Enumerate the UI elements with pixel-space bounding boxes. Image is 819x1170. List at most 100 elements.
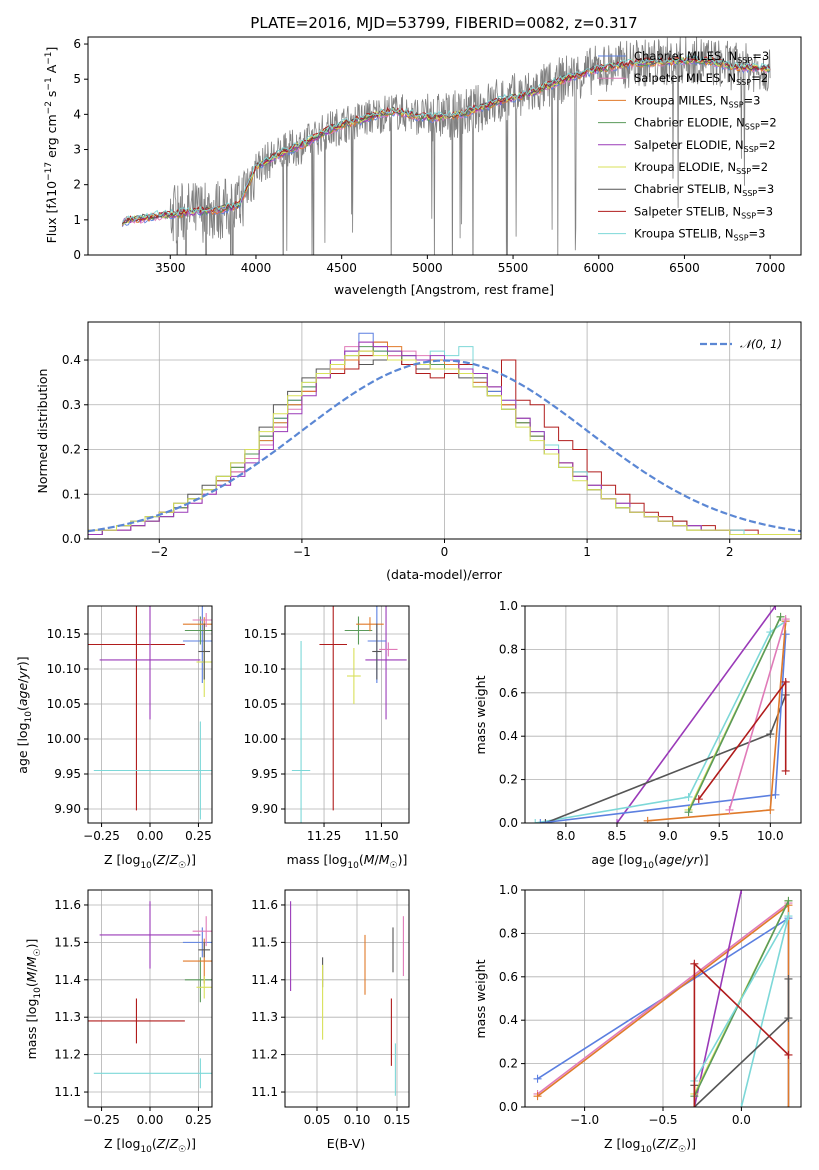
age_vs_mass-ytick-label: 10.05	[244, 697, 278, 711]
massweight-marker	[784, 896, 793, 905]
age_vs_Z-marks	[88, 606, 212, 820]
mass_vs_Z-ytick-label: 11.5	[54, 935, 81, 949]
massweight_vs_age-xtick-label: 9.5	[710, 829, 729, 843]
mass_vs_Z-xtick-label: 0.25	[185, 1113, 212, 1127]
massweight_vs_age-grid	[525, 605, 801, 824]
massweight-marker	[771, 790, 780, 799]
massweight-line	[687, 616, 782, 813]
massweight_vs_Z-xtick-label: 0.0	[732, 1113, 751, 1127]
mass_vs_ebv-ytick-label: 11.3	[251, 1010, 278, 1024]
massweight-marker	[536, 819, 545, 823]
age_vs_Z-ytick-label: 10.15	[47, 627, 81, 641]
spectrum-xtick-label: 3500	[155, 261, 186, 275]
spectrum-xtick-label: 4500	[326, 261, 357, 275]
massweight_vs_age-frame	[524, 605, 802, 824]
mw-z-xlabel: Z [log10(Z/Z☉)]	[604, 1136, 696, 1155]
massweight_vs_Z-ytick-label: 0.4	[499, 1013, 518, 1027]
massweight-marker	[533, 1092, 542, 1101]
age-z-ylabel: age [log10(age/yr)]	[15, 656, 34, 773]
massweight-marker	[781, 615, 790, 624]
mass_vs_ebv-ytick-label: 11.1	[251, 1085, 278, 1099]
residuals-ytick-label: 0.2	[62, 443, 81, 457]
massweight_vs_Z-ytick-label: 0.0	[499, 1100, 518, 1114]
massweight-marker	[737, 890, 746, 894]
spectrum-xtick-label: 5500	[498, 261, 529, 275]
mass_vs_Z-grid	[88, 890, 212, 1107]
massweight-vs-z-panel: Z [log10(Z/Z☉)] mass weight −1.0 −0.5 0.0 0…	[473, 883, 802, 1155]
massweight-marker	[784, 1014, 793, 1023]
age_vs_Z-xtick-label: −0.25	[83, 829, 120, 843]
massweight_vs_Z-frame	[524, 889, 802, 1108]
massweight_vs_age-marks	[531, 606, 790, 823]
massweight-marker	[784, 912, 793, 921]
massweight_vs_age-ytick-label: 1.0	[499, 599, 518, 613]
residuals-xtick-label: 2	[726, 545, 734, 559]
mass_vs_ebv-frame	[284, 889, 410, 1108]
spectrum-ytick-label: 1	[73, 213, 81, 227]
spectrum-ytick-label: 4	[73, 107, 81, 121]
age_vs_mass-ytick-label: 9.90	[251, 802, 278, 816]
residuals-ytick-label: 0.1	[62, 487, 81, 501]
massweight-marker	[684, 808, 693, 817]
age_vs_Z-ytick-label: 9.90	[54, 802, 81, 816]
residuals-xtick-label: −2	[150, 545, 168, 559]
spectrum-xtick-label: 7000	[755, 261, 786, 275]
gaussian-legend-label: 𝒩(0, 1)	[740, 337, 782, 351]
age_vs_mass-ytick-label: 10.00	[244, 732, 278, 746]
legend-entry-label: Chabrier ELODIE, NSSP=2	[634, 116, 777, 132]
age_vs_mass-ytick-label: 10.15	[244, 627, 278, 641]
age_vs_mass-xtick-label: 11.50	[364, 829, 398, 843]
massweight_vs_Z-ytick-label: 0.8	[499, 926, 518, 940]
mw-age-xlabel: age [log10(age/yr)]	[591, 852, 708, 871]
residuals-ytick-label: 0.4	[62, 353, 81, 367]
mass-z-ylabel: mass [log10(M/M☉)]	[24, 939, 43, 1060]
massweight-marker	[781, 630, 790, 639]
spectrum-marks	[121, 37, 771, 255]
legend-entry-label: Salpeter MILES, NSSP=2	[634, 71, 768, 87]
mass_vs_ebv-xtick-label: 0.05	[304, 1113, 331, 1127]
spectrum-legend: Chabrier MILES, NSSP=3 Salpeter MILES, NS…	[598, 49, 777, 243]
spectrum-ytick-label: 5	[73, 72, 81, 86]
age_vs_Z-frame	[87, 605, 213, 824]
massweight_vs_age-ytick-label: 0.0	[499, 816, 518, 830]
mass_vs_Z-frame	[87, 889, 213, 1108]
mass-ebv-xlabel: E(B-V)	[327, 1136, 366, 1151]
age-vs-z-panel: Z [log10(Z/Z☉)] age [log10(age/yr)] −0.2…	[15, 605, 213, 871]
legend-entry-label: Chabrier STELIB, NSSP=3	[634, 182, 774, 198]
massweight-vs-age-panel: age [log10(age/yr)] mass weight 8.0 8.5 9.…	[473, 599, 802, 871]
spectrum-title: PLATE=2016, MJD=53799, FIBERID=0082, z=0…	[250, 14, 637, 32]
spectrum-xtick-label: 6000	[583, 261, 614, 275]
massweight-marker	[684, 792, 693, 801]
mass-vs-ebv-panel: E(B-V) 0.05 0.10 0.15 11.1 11.2 11.3 11.4 11.5 1…	[251, 889, 411, 1151]
massweight_vs_age-xtick-label: 9.0	[659, 829, 678, 843]
massweight-line	[616, 606, 777, 823]
age_vs_mass-frame	[284, 605, 410, 824]
mw-z-ylabel: mass weight	[473, 959, 488, 1038]
legend-entry-label: Kroupa ELODIE, NSSP=2	[634, 160, 768, 176]
mass_vs_Z-xtick-label: 0.00	[137, 1113, 164, 1127]
mass-z-xlabel: Z [log10(Z/Z☉)]	[104, 1136, 196, 1155]
legend-entry-label: Salpeter ELODIE, NSSP=2	[634, 138, 776, 154]
massweight_vs_age-xtick-label: 8.0	[556, 829, 575, 843]
spectrum-ylabel: Flux [fλ10−17 erg cm−2 s−1 A−1]	[44, 47, 59, 244]
mass_vs_ebv-ytick-label: 11.6	[251, 898, 278, 912]
massweight_vs_age-xtick-label: 8.5	[607, 829, 626, 843]
mass_vs_ebv-ytick-label: 11.4	[251, 973, 278, 987]
spectrum-xlabel: wavelength [Angstrom, rest frame]	[334, 282, 554, 297]
spectrum-xtick-label: 4000	[241, 261, 272, 275]
mass_vs_ebv-ytick-label: 11.2	[251, 1048, 278, 1062]
residuals-ylabel: Normed distribution	[35, 369, 50, 494]
massweight_vs_Z-ytick-label: 0.6	[499, 970, 518, 984]
mass_vs_ebv-xtick-label: 0.10	[344, 1113, 371, 1127]
residuals-xtick-label: 0	[441, 545, 449, 559]
observed-spectrum-line	[121, 37, 771, 255]
massweight-marker	[643, 816, 652, 823]
age_vs_Z-xtick-label: 0.25	[185, 829, 212, 843]
mass_vs_ebv-ytick-label: 11.5	[251, 935, 278, 949]
mass_vs_ebv-xtick-label: 0.15	[384, 1113, 411, 1127]
massweight-marker	[784, 1103, 793, 1107]
massweight-marker	[766, 730, 775, 739]
massweight-line	[540, 634, 787, 823]
mass_vs_Z-ytick-label: 11.6	[54, 898, 81, 912]
legend-entry-label: Chabrier MILES, NSSP=3	[634, 49, 769, 65]
